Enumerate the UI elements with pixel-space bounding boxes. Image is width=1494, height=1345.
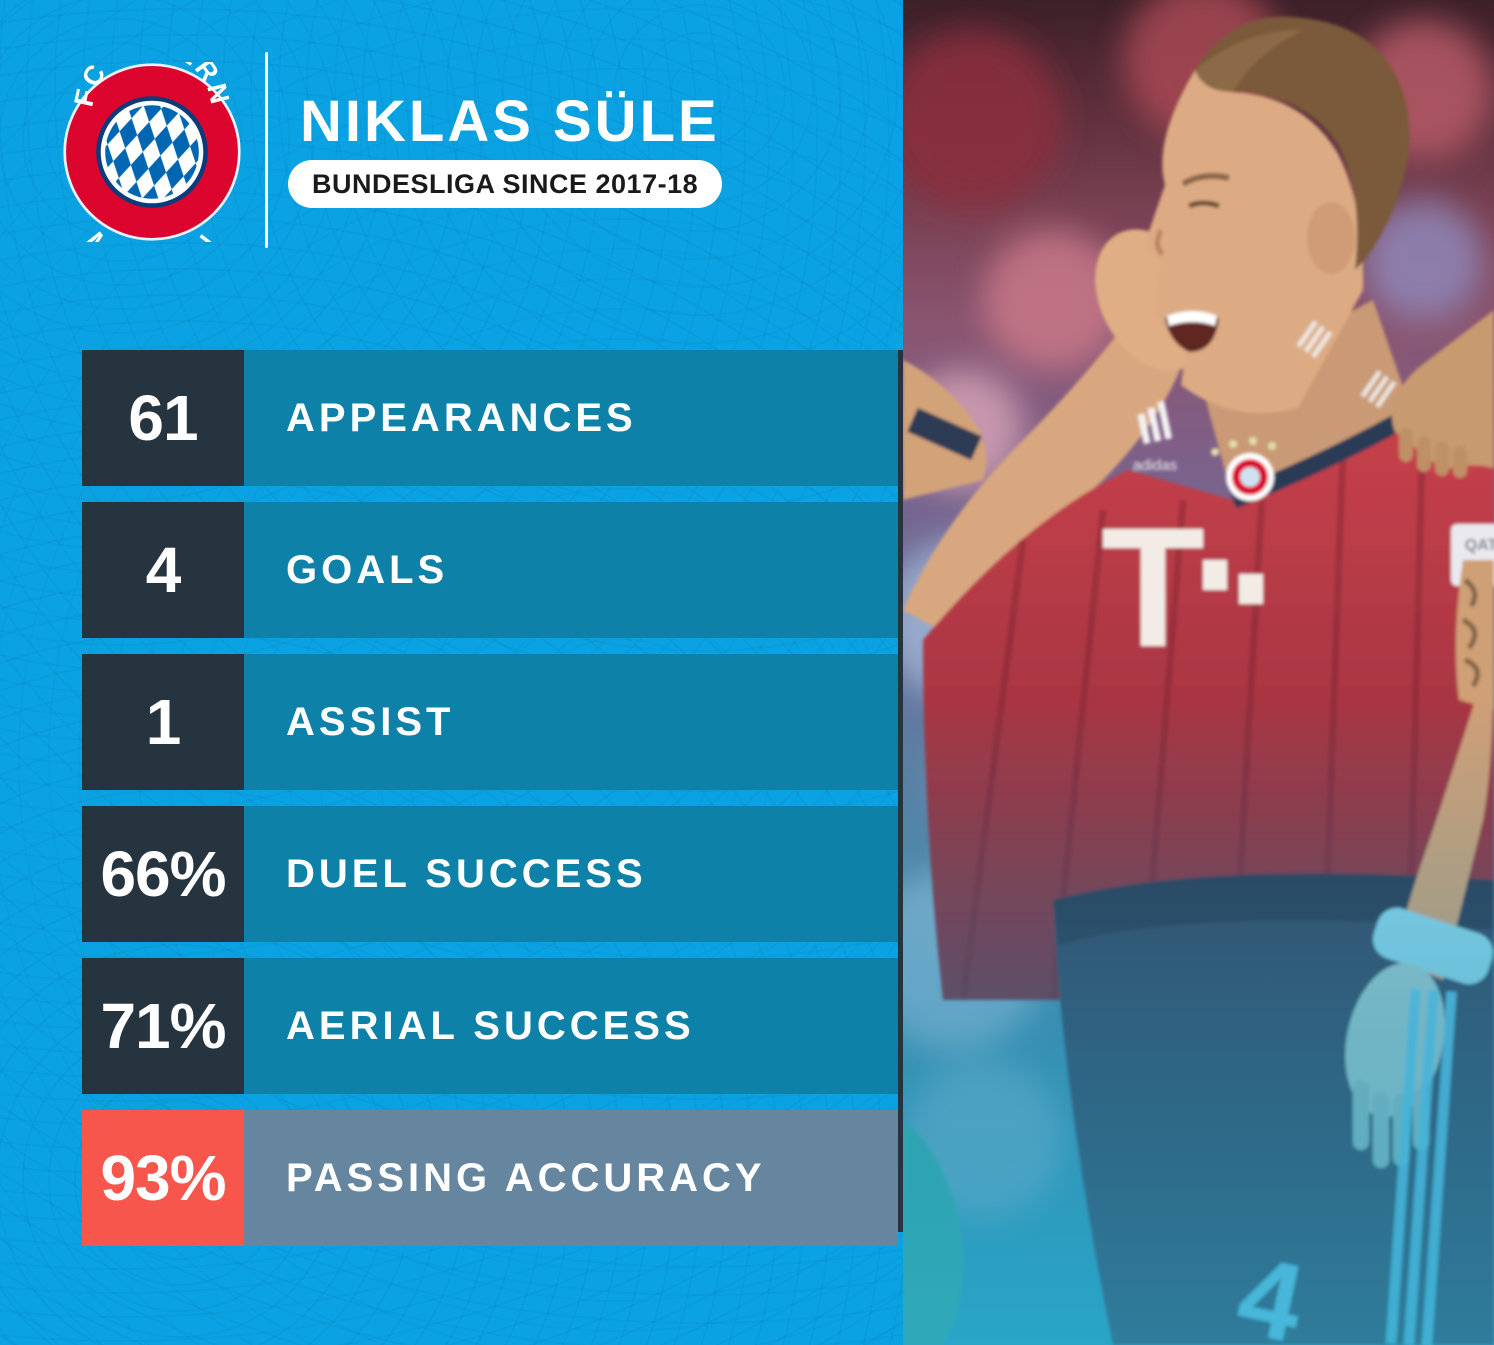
stat-label: GOALS (244, 502, 898, 638)
jersey-crest-icon (1226, 453, 1274, 501)
adidas-stripes-icon (1137, 401, 1173, 445)
stat-label: PASSING ACCURACY (244, 1110, 898, 1246)
stat-value: 61 (82, 350, 244, 486)
stat-value: 93% (82, 1110, 244, 1246)
stat-label: APPEARANCES (244, 350, 898, 486)
header-divider (265, 52, 268, 248)
crest-stars (1211, 437, 1276, 456)
stat-row: 66% DUEL SUCCESS (82, 806, 898, 942)
brow-line (1181, 173, 1230, 187)
eye-line (1188, 200, 1220, 209)
stat-value: 4 (82, 502, 244, 638)
tattoo-marks (1461, 578, 1480, 688)
player-photo-illustration: adidas T QAT AIR (903, 0, 1494, 1345)
stat-row: 1 ASSIST (82, 654, 898, 790)
stat-value: 66% (82, 806, 244, 942)
hair-highlight (1195, 30, 1303, 92)
telekom-dots-icon (1203, 560, 1263, 604)
stat-value: 71% (82, 958, 244, 1094)
teeth (1167, 311, 1217, 326)
blue-panel: FC BAYERN MÜNCHEN NIKLAS SÜLE BUNDESLIGA… (0, 0, 932, 1345)
stat-label: AERIAL SUCCESS (244, 958, 898, 1094)
stat-row: 71% AERIAL SUCCESS (82, 958, 898, 1094)
stat-row: 93% PASSING ACCURACY (82, 1110, 898, 1246)
stat-label: DUEL SUCCESS (244, 806, 898, 942)
qatar-patch-line1: QAT (1465, 537, 1494, 554)
stat-row: 4 GOALS (82, 502, 898, 638)
player-photo: adidas T QAT AIR (903, 0, 1494, 1345)
hair (1195, 16, 1410, 270)
stat-row: 61 APPEARANCES (82, 350, 898, 486)
adidas-wordmark: adidas (1133, 457, 1177, 474)
ear (1307, 202, 1355, 274)
fc-bayern-logo-icon: FC BAYERN MÜNCHEN (63, 62, 241, 242)
armband (907, 407, 982, 461)
teammate-fingers (1399, 428, 1467, 478)
competition-badge-label: BUNDESLIGA SINCE 2017-18 (312, 168, 699, 199)
shoulder-stripes-icon (1296, 320, 1397, 409)
raised-arm (903, 320, 1188, 640)
stat-rows-container: 61 APPEARANCES 4 GOALS 1 ASSIST 66% DUEL… (82, 350, 898, 1246)
player-name-title: NIKLAS SÜLE (300, 89, 720, 154)
competition-badge: BUNDESLIGA SINCE 2017-18 (288, 160, 723, 208)
nose-line (1155, 228, 1165, 257)
teammate-arm (1391, 310, 1494, 470)
cyan-tint-overlay (903, 700, 1494, 1345)
stat-label: ASSIST (244, 654, 898, 790)
crest-diamond-core (105, 105, 199, 199)
stats-block: 61 APPEARANCES 4 GOALS 1 ASSIST 66% DUEL… (82, 350, 932, 1262)
stat-value: 1 (82, 654, 244, 790)
telekom-t-mark: T (1101, 493, 1205, 683)
